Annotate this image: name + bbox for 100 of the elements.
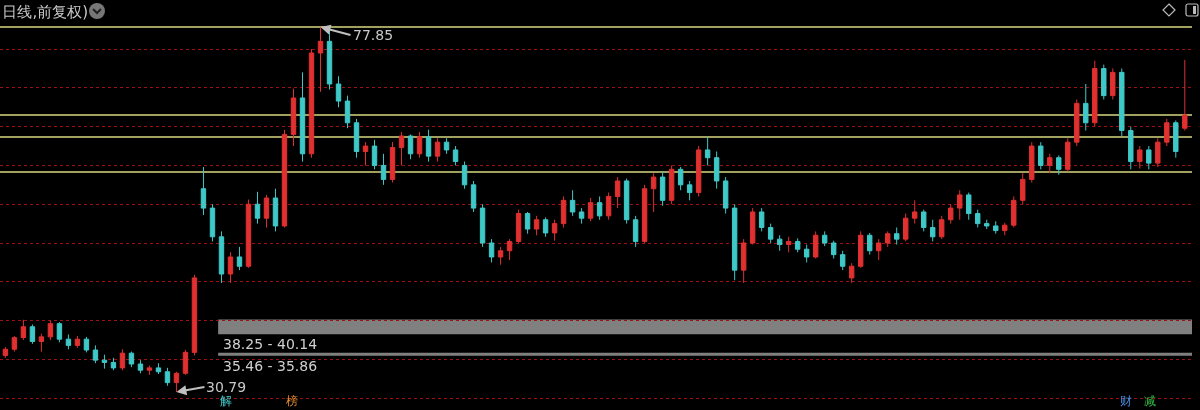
candlestick [1173,119,1179,159]
candlestick [353,118,360,159]
candlestick [632,215,639,248]
candlestick [975,209,981,228]
candlestick [623,178,630,225]
candlestick [371,139,378,170]
candlestick [326,29,333,90]
candlestick [128,351,135,368]
candlestick [875,238,882,261]
band-label: 38.25 - 40.14 [223,336,318,352]
band-label: 35.46 - 35.86 [223,358,318,374]
candlestick [245,199,252,269]
candlestick [740,238,747,284]
candlestick [830,240,837,260]
candlestick [596,195,603,221]
candlestick [1182,59,1188,132]
candlestick [434,137,441,163]
candlestick [461,161,468,190]
candlestick [380,153,387,186]
candlestick [407,133,414,160]
candlestick [101,354,108,370]
candlestick [146,365,153,376]
candlestick [524,211,531,235]
candlestick [1074,99,1080,147]
candlestick [425,129,432,163]
candlestick [416,131,423,159]
candlestick [20,319,27,341]
candlestick [497,246,504,266]
candlestick [344,95,351,129]
candlestick [948,203,954,225]
candlestick [299,71,306,163]
candlestick [227,251,234,284]
candlestick [515,209,522,244]
candlestick [236,246,243,271]
candlestick [903,213,909,242]
candlestick [912,199,918,225]
candlestick [119,348,126,371]
candlestick [263,194,270,228]
candlestick [939,215,945,240]
candlestick [11,335,18,353]
candlestick [957,189,963,221]
candlestick [659,171,666,207]
candlestick [1002,222,1008,236]
candlestick [1056,154,1062,176]
candlestick [254,191,261,225]
candlestick [83,336,90,353]
annotation: 解 [220,394,232,408]
candlestick [1083,83,1089,132]
candlestick [1128,126,1134,170]
candlestick [821,230,828,247]
candlestick [65,334,72,350]
candlestick [479,203,486,248]
candlestick [290,88,297,147]
candlestick [794,237,801,253]
candlestick [776,234,783,252]
candlestick [722,176,729,215]
candlestick [668,164,675,205]
candlestick [713,150,720,190]
candlestick [605,192,612,221]
candlestick [92,344,99,364]
candlestick [686,180,693,201]
candlestick [542,216,549,238]
candlestick [758,207,765,232]
candlestick [155,362,162,375]
candlestick [335,75,342,108]
candlestick [578,207,585,225]
candlestick [1110,67,1116,101]
candlestick [281,129,288,228]
candlestick [921,209,927,232]
candlestick [569,189,576,217]
candlestick [272,188,279,232]
candlestick [1047,153,1053,174]
candlestick [173,371,180,393]
candlestick [362,141,369,166]
candlestick [110,357,117,371]
candlestick [182,349,189,376]
candlestick [803,244,810,263]
annotation: 减 [1144,394,1156,408]
candlestick [677,166,684,191]
candlestick [1164,118,1170,147]
annotation: 30.79 [206,379,247,395]
candlestick [317,26,324,93]
candlestick [704,136,711,166]
candlestick [47,320,54,341]
candlestick [749,207,756,246]
chart-title: 日线,前复权) [2,2,89,21]
candlestick [695,145,702,197]
annotation: 财 [1120,394,1132,408]
candlestick [731,203,738,281]
candlestick [191,274,198,356]
candlestick [398,131,405,166]
candlestick [848,262,855,284]
candlestick [894,226,900,246]
candlestick [1146,145,1152,170]
candlestick [812,230,819,260]
candlestick [866,232,873,256]
candlestick [389,141,396,184]
candlestick [506,238,513,261]
candlestick [1065,137,1071,173]
candlestick [308,48,315,159]
